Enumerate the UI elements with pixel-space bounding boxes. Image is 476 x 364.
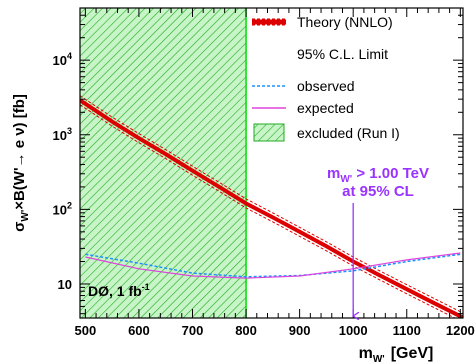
svg-text:at 95% CL: at 95% CL [342,183,414,200]
y-tick-label: 104 [53,51,72,68]
x-tick-label: 600 [128,323,150,338]
excluded-region [80,8,247,318]
y-axis-label: σW'×B(W'→ e ν) [fb] [11,94,31,232]
y-tick-label: 10 [58,277,72,292]
x-tick-label: 1200 [446,323,475,338]
plot-frame [79,7,464,319]
x-axis-label: mW' [GeV] [359,345,434,364]
svg-text:expected: expected [297,100,354,116]
x-tick-label: 700 [182,323,204,338]
svg-text:excluded (Run I): excluded (Run I) [297,125,400,141]
svg-text:mW' > 1.00 TeV: mW' > 1.00 TeV [327,165,429,185]
x-tick-label: 1000 [339,323,368,338]
y-tick-label: 103 [53,126,72,143]
legend-limit-header: 95% C.L. Limit [297,46,388,62]
mass-limit-annotation: mW' > 1.00 TeV at 95% CL [327,165,429,316]
legend-excluded: excluded (Run I) [253,123,400,142]
experiment-label: DØ, 1 fb-1 [88,282,150,299]
svg-text:observed: observed [297,78,355,94]
theory-lower-edge [80,104,457,318]
y-tick-label: 102 [53,200,72,217]
legend-expected: expected [252,100,354,116]
x-tick-label: 800 [235,323,257,338]
legend-observed: observed [252,78,355,94]
legend-theory: Theory (NNLO) [252,14,393,30]
observed-limit-line [85,253,461,278]
x-tick-label: 1100 [393,323,421,338]
theory-upper-edge [80,95,463,314]
theory-band [80,98,463,318]
svg-text:Theory (NNLO): Theory (NNLO) [297,14,393,30]
legend: Theory (NNLO) 95% C.L. Limit observed ex… [252,14,400,142]
x-tick-label: 900 [289,323,311,338]
x-tick-label: 500 [75,323,97,338]
expected-limit-line [85,252,461,279]
